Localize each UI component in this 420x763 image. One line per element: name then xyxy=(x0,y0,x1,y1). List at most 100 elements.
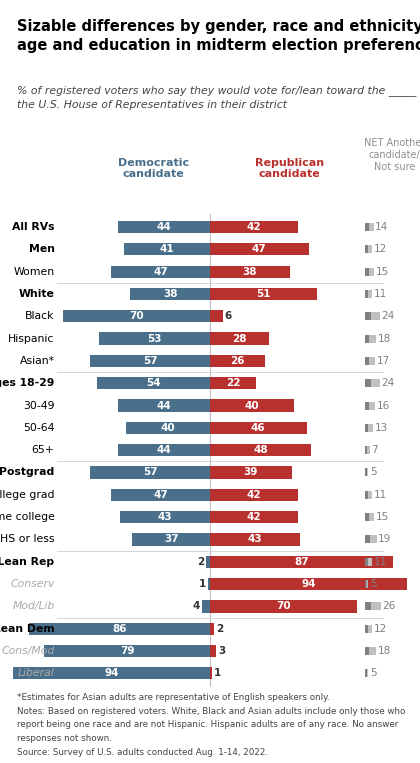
Bar xyxy=(210,667,212,679)
Bar xyxy=(210,333,269,345)
Bar xyxy=(97,377,210,389)
Text: 19: 19 xyxy=(378,534,391,545)
Bar xyxy=(368,625,373,633)
Text: Conserv: Conserv xyxy=(10,579,55,589)
Text: 1: 1 xyxy=(199,579,206,589)
Bar xyxy=(371,602,381,610)
Text: 12: 12 xyxy=(374,244,387,254)
Bar xyxy=(365,312,371,320)
Text: 38: 38 xyxy=(163,289,177,299)
Text: 24: 24 xyxy=(381,378,394,388)
Text: 41: 41 xyxy=(160,244,174,254)
Bar xyxy=(29,623,210,635)
Bar xyxy=(365,602,371,610)
Bar xyxy=(365,580,367,588)
Text: 48: 48 xyxy=(253,445,268,456)
Bar xyxy=(210,645,216,657)
Bar xyxy=(370,536,377,543)
Bar xyxy=(369,401,375,410)
Bar xyxy=(210,444,311,456)
Bar xyxy=(371,379,380,387)
Bar xyxy=(368,223,374,231)
Bar xyxy=(90,466,210,478)
Bar xyxy=(365,357,369,365)
Bar xyxy=(367,468,368,476)
Text: 43: 43 xyxy=(248,534,262,545)
Bar xyxy=(365,401,369,410)
Text: 42: 42 xyxy=(247,512,261,522)
Text: 40: 40 xyxy=(245,401,259,410)
Text: 42: 42 xyxy=(247,222,261,232)
Text: Notes: Based on registered voters. White, Black and Asian adults include only th: Notes: Based on registered voters. White… xyxy=(17,707,405,716)
Text: 5: 5 xyxy=(370,468,377,478)
Text: Sizable differences by gender, race and ethnicity,
age and education in midterm : Sizable differences by gender, race and … xyxy=(17,19,420,53)
Text: 44: 44 xyxy=(156,445,171,456)
Text: 70: 70 xyxy=(276,601,291,611)
Bar xyxy=(210,623,214,635)
Text: Cons/Mod: Cons/Mod xyxy=(1,646,55,656)
Text: 46: 46 xyxy=(251,423,265,433)
Text: Black: Black xyxy=(25,311,55,321)
Text: HS or less: HS or less xyxy=(0,534,55,545)
Bar xyxy=(368,246,373,253)
Text: 13: 13 xyxy=(375,423,388,433)
Text: 16: 16 xyxy=(376,401,390,410)
Bar xyxy=(210,266,290,278)
Bar xyxy=(111,488,210,501)
Bar xyxy=(132,533,210,546)
Bar xyxy=(210,600,357,613)
Text: 2: 2 xyxy=(197,557,204,567)
Bar xyxy=(365,268,369,275)
Bar xyxy=(365,446,367,454)
Bar xyxy=(90,355,210,367)
Text: 22: 22 xyxy=(226,378,240,388)
Bar xyxy=(371,312,380,320)
Bar xyxy=(367,446,370,454)
Bar xyxy=(365,290,368,298)
Text: 70: 70 xyxy=(129,311,144,321)
Bar xyxy=(124,243,210,256)
Text: 47: 47 xyxy=(252,244,267,254)
Text: 44: 44 xyxy=(156,222,171,232)
Bar xyxy=(206,555,210,568)
Bar xyxy=(368,424,373,432)
Bar xyxy=(365,246,368,253)
Text: 47: 47 xyxy=(153,266,168,277)
Text: 17: 17 xyxy=(377,356,390,366)
Text: 24: 24 xyxy=(381,311,394,321)
Text: 5: 5 xyxy=(370,668,377,678)
Text: 11: 11 xyxy=(373,557,387,567)
Text: Asian*: Asian* xyxy=(20,356,55,366)
Bar xyxy=(44,645,210,657)
Bar xyxy=(365,669,367,678)
Text: 28: 28 xyxy=(232,333,247,343)
Bar xyxy=(210,555,393,568)
Bar xyxy=(365,491,368,499)
Text: 51: 51 xyxy=(256,289,271,299)
Text: Democratic
candidate: Democratic candidate xyxy=(118,158,189,179)
Bar xyxy=(365,335,370,343)
Text: 65+: 65+ xyxy=(32,445,55,456)
Bar xyxy=(210,243,309,256)
Text: 94: 94 xyxy=(104,668,118,678)
Text: report being one race and are not Hispanic. Hispanic adults are of any race. No : report being one race and are not Hispan… xyxy=(17,720,398,729)
Text: Ages 18-29: Ages 18-29 xyxy=(0,378,55,388)
Text: 26: 26 xyxy=(230,356,244,366)
Text: 37: 37 xyxy=(164,534,178,545)
Text: 79: 79 xyxy=(120,646,134,656)
Text: 38: 38 xyxy=(243,266,257,277)
Bar xyxy=(367,580,368,588)
Bar xyxy=(369,268,374,275)
Bar xyxy=(368,558,372,565)
Text: 14: 14 xyxy=(375,222,389,232)
Text: 54: 54 xyxy=(146,378,160,388)
Text: Republican
candidate: Republican candidate xyxy=(255,158,324,179)
Text: 94: 94 xyxy=(302,579,316,589)
Bar xyxy=(367,669,368,678)
Bar xyxy=(365,647,370,655)
Text: 53: 53 xyxy=(147,333,162,343)
Bar xyxy=(369,513,374,521)
Text: 7: 7 xyxy=(371,445,378,456)
Bar xyxy=(365,379,371,387)
Text: Source: Survey of U.S. adults conducted Aug. 1-14, 2022.: Source: Survey of U.S. adults conducted … xyxy=(17,748,268,757)
